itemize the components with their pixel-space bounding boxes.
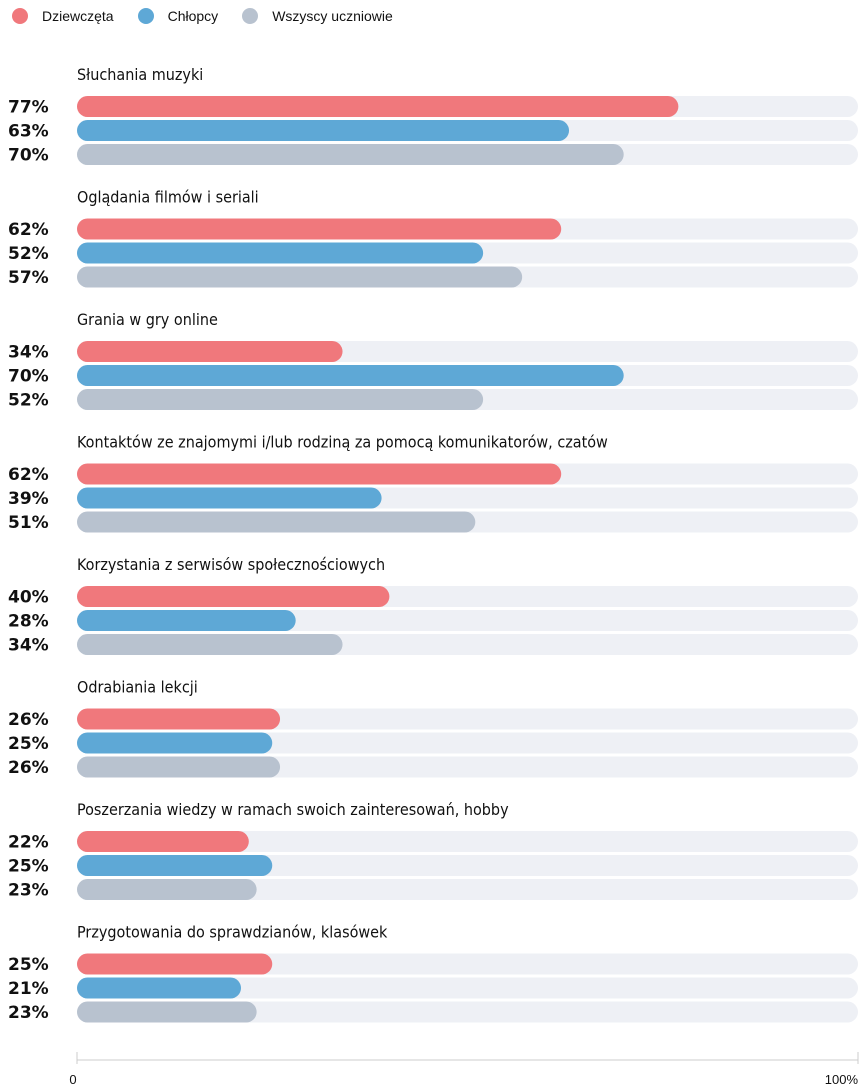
data-label: 70% [8, 367, 49, 387]
data-label: 39% [8, 489, 49, 509]
category-label: Poszerzania wiedzy w ramach swoich zaint… [77, 800, 509, 819]
category-label: Przygotowania do sprawdzianów, klasówek [77, 923, 388, 942]
data-label: 23% [8, 1003, 49, 1023]
data-label: 62% [8, 465, 49, 485]
bar-all [77, 634, 343, 655]
legend-swatch-boys [137, 8, 154, 24]
category-label: Słuchania muzyki [77, 65, 203, 84]
bar-boys [77, 365, 624, 386]
bar-track [77, 855, 858, 876]
legend: Dziewczęta Chłopcy Wszyscy uczniowie [12, 8, 417, 24]
data-label: 52% [8, 391, 49, 411]
data-label: 70% [8, 146, 49, 166]
data-label: 51% [8, 513, 49, 533]
bar-boys [77, 977, 242, 999]
bar-track [77, 732, 858, 754]
bar-track [77, 953, 858, 975]
bar-girls [77, 708, 281, 730]
data-label: 22% [8, 833, 49, 853]
bar-girls [77, 341, 343, 362]
bar-all [77, 389, 484, 410]
x-tick-label: 100% [825, 1072, 859, 1087]
data-label: 23% [8, 881, 49, 901]
bar-girls [77, 96, 679, 117]
category-label: Odrabiania lekcji [77, 678, 198, 697]
legend-label-boys: Chłopcy [167, 8, 219, 24]
bar-boys [77, 610, 296, 631]
category-group: Grania w gry online 34% 70% 52% [8, 310, 858, 411]
category-group: Odrabiania lekcji 26% 25% 26% [8, 678, 858, 778]
legend-label-girls: Dziewczęta [42, 8, 114, 24]
category-label: Kontaktów ze znajomymi i/lub rodziną za … [77, 433, 608, 452]
bar-girls [77, 586, 390, 607]
legend-label-all: Wszyscy uczniowie [272, 8, 393, 24]
bar-boys [77, 855, 273, 876]
bar-all [77, 879, 257, 900]
bar-boys [77, 120, 570, 141]
legend-item-girls: Dziewczęta [12, 8, 114, 24]
bar-all [77, 266, 523, 288]
legend-item-boys: Chłopcy [137, 8, 219, 24]
category-group: Kontaktów ze znajomymi i/lub rodziną za … [8, 433, 858, 533]
data-label: 25% [8, 857, 49, 877]
bar-all [77, 511, 476, 533]
category-label: Oglądania filmów i seriali [77, 188, 259, 207]
bar-boys [77, 732, 273, 754]
bar-track [77, 831, 858, 852]
bar-boys [77, 487, 382, 509]
data-label: 62% [8, 220, 49, 240]
bar-track [77, 977, 858, 999]
bar-girls [77, 218, 562, 240]
data-label: 25% [8, 955, 49, 975]
bar-all [77, 1001, 257, 1023]
data-label: 28% [8, 612, 49, 632]
bar-track [77, 1001, 858, 1023]
category-group: Poszerzania wiedzy w ramach swoich zaint… [8, 800, 858, 901]
x-axis: 0 100% [69, 1052, 859, 1087]
category-label: Korzystania z serwisów społecznościowych [77, 555, 385, 574]
data-label: 21% [8, 979, 49, 999]
category-group: Oglądania filmów i seriali 62% 52% 57% [8, 188, 858, 288]
x-tick-label: 0 [69, 1072, 76, 1087]
data-label: 77% [8, 98, 49, 118]
data-label: 34% [8, 343, 49, 363]
bar-boys [77, 242, 484, 264]
legend-swatch-girls [12, 8, 28, 24]
data-label: 34% [8, 636, 49, 656]
data-label: 57% [8, 268, 49, 288]
bar-girls [77, 953, 273, 975]
category-label: Grania w gry online [77, 310, 218, 329]
data-label: 52% [8, 244, 49, 264]
category-group: Przygotowania do sprawdzianów, klasówek 2… [8, 923, 858, 1023]
category-group: Korzystania z serwisów społecznościowych… [8, 555, 858, 656]
data-label: 25% [8, 734, 49, 754]
data-label: 40% [8, 588, 49, 608]
bar-track [77, 879, 858, 900]
legend-item-all: Wszyscy uczniowie [242, 8, 393, 24]
data-label: 26% [8, 710, 49, 730]
bar-girls [77, 831, 249, 852]
bar-girls [77, 463, 562, 485]
data-label: 63% [8, 122, 49, 142]
data-label: 26% [8, 758, 49, 778]
legend-swatch-all [242, 8, 259, 24]
category-group: Słuchania muzyki 77% 63% 70% [8, 65, 858, 166]
bar-all [77, 756, 281, 778]
bar-all [77, 144, 624, 165]
